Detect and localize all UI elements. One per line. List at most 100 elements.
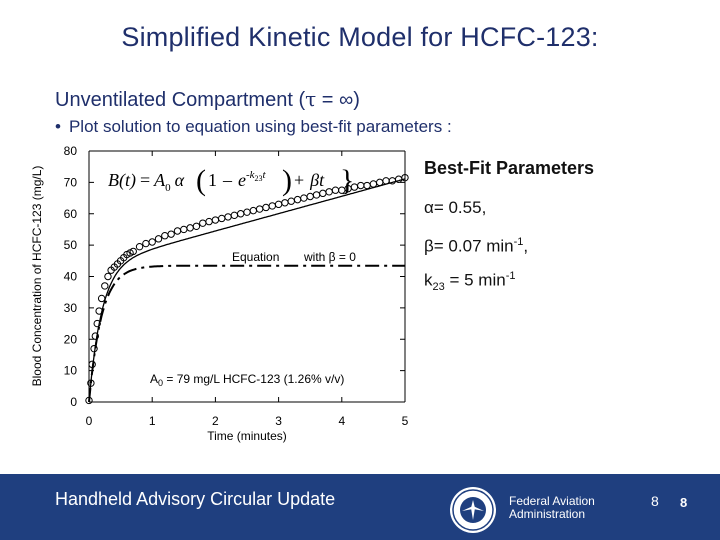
x-tick-labels: 0 1 2 3 4 5 bbox=[86, 414, 409, 428]
x-axis-label: Time (minutes) bbox=[207, 429, 287, 443]
series-data-points bbox=[85, 173, 409, 405]
y-axis-label: Blood Concentration of HCFC-123 (mg/L) bbox=[30, 166, 44, 387]
data-point bbox=[142, 239, 150, 248]
y-tick-label: 20 bbox=[64, 332, 78, 346]
y-tick-label: 10 bbox=[64, 364, 78, 378]
data-point bbox=[376, 178, 384, 187]
beta0-label: with β = 0 bbox=[303, 250, 356, 264]
k-symbol: k bbox=[424, 270, 433, 290]
eq-beta-t: βt bbox=[309, 170, 325, 190]
data-point bbox=[135, 242, 144, 251]
data-point bbox=[369, 180, 378, 188]
data-point bbox=[87, 379, 95, 387]
data-point bbox=[129, 247, 137, 256]
faa-seal-icon bbox=[450, 487, 496, 533]
k-exponent: -1 bbox=[505, 270, 516, 282]
data-point bbox=[306, 192, 314, 201]
eq-alpha: α bbox=[175, 170, 185, 190]
k-value: = 5 min bbox=[444, 270, 506, 290]
a0-rest: = 79 mg/L HCFC-123 (1.26% v/v) bbox=[163, 372, 344, 386]
data-point bbox=[148, 238, 156, 246]
param-k23: k23 = 5 min-1 bbox=[424, 270, 515, 293]
data-point bbox=[274, 200, 283, 209]
beta-value: = 0.07 min bbox=[433, 236, 514, 256]
data-point bbox=[186, 224, 194, 232]
data-point bbox=[268, 202, 276, 210]
x-tick-label: 2 bbox=[212, 414, 219, 428]
subtitle-prefix: Unventilated Compartment ( bbox=[55, 89, 306, 111]
eq-one: 1 bbox=[208, 170, 217, 190]
series-beta0-line bbox=[88, 264, 405, 403]
eq-exp: -k bbox=[246, 169, 256, 181]
data-point bbox=[90, 344, 98, 353]
svg-text:}: } bbox=[340, 164, 354, 197]
svg-text:): ) bbox=[282, 164, 292, 197]
x-tick-label: 5 bbox=[402, 414, 409, 428]
y-tick-label: 0 bbox=[70, 395, 77, 409]
subtitle-equals: = bbox=[316, 89, 339, 111]
param-beta: β= 0.07 min-1, bbox=[424, 236, 528, 257]
data-point bbox=[180, 225, 188, 234]
infinity-symbol: ∞ bbox=[338, 89, 354, 111]
data-point bbox=[97, 294, 106, 303]
data-point bbox=[255, 205, 264, 213]
bullet-item: • Plot solution to equation using best-fi… bbox=[55, 117, 452, 137]
data-point bbox=[394, 175, 403, 183]
x-tick-label: 4 bbox=[338, 414, 345, 428]
data-point bbox=[205, 217, 213, 226]
eq-equals: = bbox=[140, 170, 150, 190]
eq-plus: + bbox=[294, 170, 304, 190]
subtitle-suffix: ) bbox=[353, 89, 360, 111]
data-point bbox=[192, 222, 201, 231]
data-point bbox=[230, 211, 239, 220]
data-point bbox=[154, 235, 163, 243]
a0-letter: A bbox=[150, 372, 158, 386]
eq-minus: – bbox=[222, 170, 233, 190]
data-point bbox=[91, 332, 100, 340]
alpha-value: = 0.55, bbox=[433, 198, 487, 217]
y-tick-label: 70 bbox=[64, 175, 78, 189]
data-point bbox=[173, 227, 182, 235]
data-point bbox=[167, 230, 175, 238]
equation-label: Equation bbox=[232, 250, 279, 264]
data-point bbox=[101, 282, 109, 290]
data-point bbox=[382, 177, 390, 185]
eq-a0: A bbox=[153, 170, 166, 190]
bullet-dot: • bbox=[55, 117, 61, 136]
x-tick-label: 0 bbox=[86, 414, 93, 428]
data-point bbox=[95, 307, 103, 315]
equation-formula: B(t) = A0 α ( 1– e-k23t ) + βt } bbox=[108, 164, 354, 197]
beta-exponent: -1 bbox=[513, 236, 524, 248]
y-tick-label: 50 bbox=[64, 238, 78, 252]
data-point bbox=[262, 203, 270, 212]
data-point bbox=[211, 216, 220, 224]
data-point bbox=[357, 181, 365, 190]
y-tick-label: 40 bbox=[64, 270, 78, 284]
svg-text:1–e-k23t: 1– e-k23t bbox=[208, 169, 267, 190]
data-point bbox=[331, 186, 340, 194]
data-point bbox=[236, 210, 245, 218]
data-point bbox=[287, 197, 295, 205]
data-point bbox=[199, 219, 207, 227]
svg-text:B(t)=A0α: B(t) = A0 α bbox=[108, 170, 185, 194]
series-fit-line bbox=[88, 178, 406, 403]
faa-line1: Federal Aviation bbox=[509, 494, 595, 508]
bullet-text: Plot solution to equation using best-fit… bbox=[68, 117, 452, 136]
x-tick-label: 3 bbox=[275, 414, 282, 428]
faa-line2: Administration bbox=[509, 507, 586, 521]
data-point bbox=[325, 188, 333, 196]
data-point bbox=[85, 396, 93, 405]
svg-text:+βt: + βt bbox=[294, 170, 325, 190]
slide-title: Simplified Kinetic Model for HCFC-123: bbox=[121, 22, 599, 52]
y-tick-labels: 0 10 20 30 40 50 60 70 80 bbox=[64, 144, 78, 409]
faa-name: Federal Aviation Administration bbox=[509, 495, 595, 521]
beta-symbol: β bbox=[424, 236, 434, 256]
data-point bbox=[224, 213, 232, 221]
data-point bbox=[319, 189, 327, 198]
y-tick-label: 60 bbox=[64, 207, 78, 221]
eq-b: B(t) bbox=[108, 170, 136, 191]
y-tick-label: 80 bbox=[64, 144, 78, 158]
data-point bbox=[300, 194, 308, 202]
footer-title: Handheld Advisory Circular Update bbox=[55, 489, 336, 509]
